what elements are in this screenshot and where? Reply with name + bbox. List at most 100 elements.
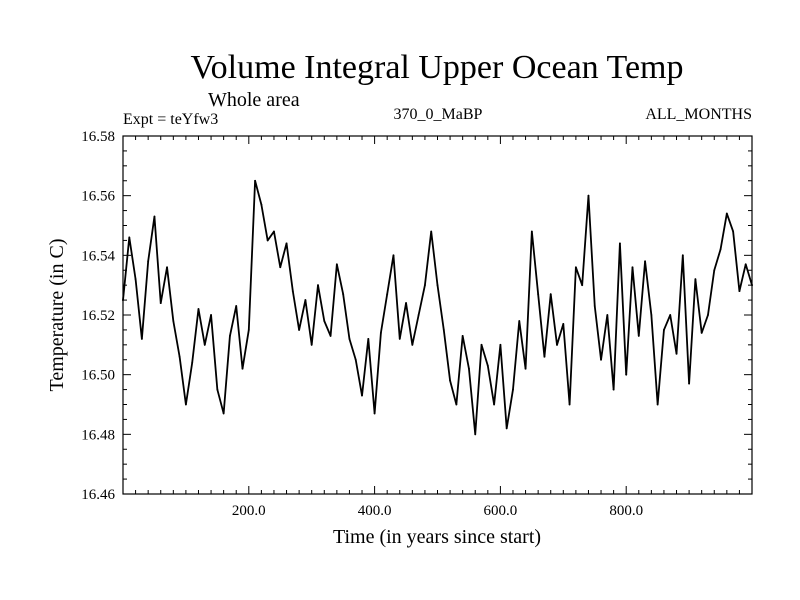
data-point [216,388,219,391]
data-point [631,266,634,269]
temperature-series-line [122,179,753,436]
data-point [581,284,584,287]
data-point [543,355,546,358]
chart-title: Volume Integral Upper Ocean Temp [191,49,684,86]
data-point [707,314,709,316]
x-tick-label: 400.0 [358,503,392,519]
data-point [323,320,326,322]
data-point [663,329,665,331]
data-point [348,337,351,340]
data-point [719,248,722,251]
data-point [625,373,628,376]
data-point [166,266,168,269]
data-point [593,305,596,307]
data-point [556,343,558,346]
data-point [518,320,521,322]
data-point [505,427,508,430]
data-point [675,352,678,355]
data-point [738,290,741,293]
data-point [178,355,181,358]
data-point [203,343,206,346]
data-point [612,388,615,391]
data-point [140,337,143,340]
data-point [159,302,162,304]
data-point [744,263,747,266]
data-point [279,266,282,269]
y-axis: 16.46 16.48 16.50 16.52 16.54 16.56 16.58 [81,129,752,503]
data-point [512,388,514,391]
data-point [373,412,376,415]
y-tick-label: 16.48 [81,427,115,443]
data-point [329,334,332,337]
data-point [468,367,470,370]
data-point [134,278,137,281]
data-point [147,260,150,263]
data-point [197,308,200,310]
data-point [392,254,395,257]
plot-area: 16.46 16.48 16.50 16.52 16.54 16.56 16.58 200.… [81,129,753,519]
data-point [417,314,420,316]
data-point [688,382,690,385]
data-point [474,433,477,436]
data-point [335,263,338,266]
data-point [172,320,175,322]
data-point [669,314,672,316]
data-point [398,337,401,340]
months-label: ALL_MONTHS [645,106,752,123]
experiment-label: Expt = teYfw3 [123,111,218,128]
data-point [122,299,124,301]
y-tick-label: 16.54 [81,248,115,264]
data-point [574,266,577,269]
y-tick-label: 16.56 [81,189,115,205]
period-label: 370_0_MaBP [394,106,483,123]
y-tick-label: 16.52 [81,308,115,324]
data-point [480,343,483,346]
data-point [486,364,489,367]
data-point [229,334,231,337]
data-point [713,269,716,272]
data-point [562,323,565,325]
data-point [619,242,621,245]
data-point [260,203,263,206]
data-point [266,239,269,242]
data-point [247,329,250,331]
x-tick-label: 800.0 [609,503,643,519]
data-point [449,379,451,382]
data-point [424,284,426,287]
data-point [600,358,602,361]
data-point [751,284,753,287]
data-point [411,343,414,346]
y-tick-label: 16.46 [81,487,115,503]
data-point [285,242,288,245]
data-point [379,332,382,334]
data-point [568,403,571,406]
data-point [725,212,728,215]
data-point [430,230,433,233]
data-point [185,403,187,406]
data-point [694,278,697,281]
data-point [493,403,496,406]
data-point [644,260,646,263]
data-point [461,334,464,337]
data-point [606,314,609,316]
data-point [637,334,640,337]
data-point [235,305,238,307]
data-point [241,367,244,370]
x-axis-label: Time (in years since start) [333,526,541,548]
data-point [310,343,313,346]
data-point [128,236,131,239]
data-point [530,230,533,233]
data-point [342,293,345,296]
data-point [254,179,256,182]
y-tick-label: 16.58 [81,129,115,145]
data-point [681,254,684,257]
data-point [361,394,363,397]
data-point [304,299,307,301]
data-point [405,302,407,304]
data-point [191,361,194,364]
data-point [153,215,156,218]
y-tick-label: 16.50 [81,368,115,384]
data-point [291,290,294,293]
data-point [732,230,735,233]
